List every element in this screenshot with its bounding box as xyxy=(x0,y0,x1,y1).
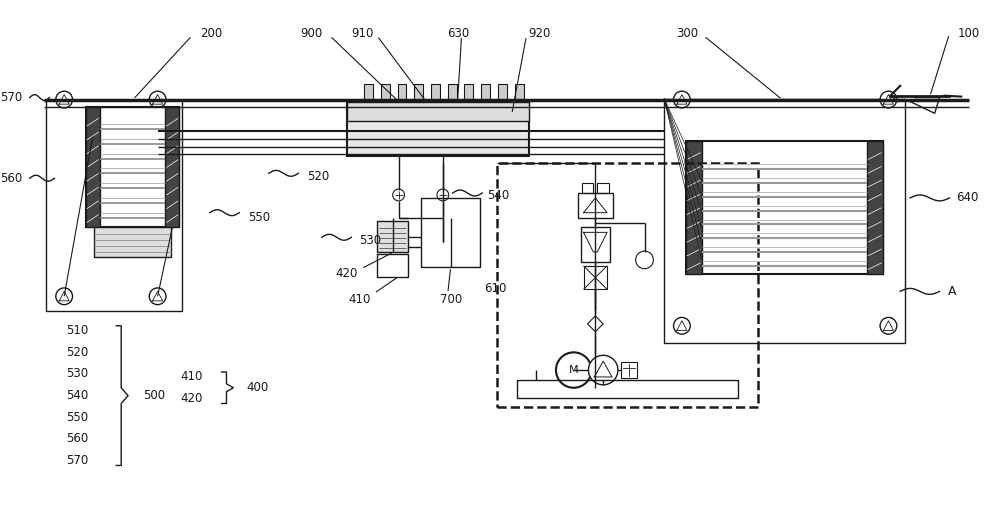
Text: 920: 920 xyxy=(528,27,551,40)
Text: 530: 530 xyxy=(66,368,88,380)
Bar xyxy=(46,99,182,311)
Text: 900: 900 xyxy=(301,27,323,40)
Text: 500: 500 xyxy=(143,389,165,402)
Bar xyxy=(481,84,490,103)
Text: 410: 410 xyxy=(180,371,203,383)
Bar xyxy=(517,380,738,397)
Bar xyxy=(578,193,613,218)
Text: A: A xyxy=(947,285,956,298)
Text: 530: 530 xyxy=(359,234,381,247)
Bar xyxy=(686,141,702,274)
Circle shape xyxy=(880,91,897,108)
Bar xyxy=(347,101,529,156)
Text: 550: 550 xyxy=(248,211,270,224)
Circle shape xyxy=(393,189,404,201)
Text: 100: 100 xyxy=(957,27,980,40)
Text: 510: 510 xyxy=(66,324,88,337)
Bar xyxy=(94,228,171,257)
Bar xyxy=(421,198,480,267)
Bar xyxy=(381,84,390,103)
Bar xyxy=(664,98,905,343)
Circle shape xyxy=(56,288,73,305)
Bar xyxy=(377,254,408,277)
Bar xyxy=(464,84,473,103)
Circle shape xyxy=(149,91,166,108)
Bar xyxy=(431,84,440,103)
Bar xyxy=(584,266,607,289)
Text: 420: 420 xyxy=(335,267,357,280)
Bar xyxy=(364,84,373,103)
Text: 200: 200 xyxy=(200,27,222,40)
Bar xyxy=(686,141,883,274)
Circle shape xyxy=(674,91,690,108)
Bar xyxy=(498,84,507,103)
Circle shape xyxy=(149,288,166,305)
Text: 560: 560 xyxy=(1,172,23,185)
Text: 630: 630 xyxy=(447,27,470,40)
Text: 910: 910 xyxy=(352,27,374,40)
Bar xyxy=(347,101,529,121)
Circle shape xyxy=(437,189,449,201)
Circle shape xyxy=(556,352,591,388)
Circle shape xyxy=(56,91,73,108)
Bar xyxy=(581,228,610,262)
Bar xyxy=(621,362,637,378)
Text: 570: 570 xyxy=(66,454,88,467)
Bar xyxy=(398,84,406,103)
Bar xyxy=(377,221,408,252)
Text: 400: 400 xyxy=(246,381,268,394)
Text: 570: 570 xyxy=(1,91,23,104)
Bar xyxy=(414,84,423,103)
Text: M: M xyxy=(569,365,578,375)
Text: 560: 560 xyxy=(66,432,88,446)
Bar xyxy=(597,183,609,193)
Text: 300: 300 xyxy=(676,27,699,40)
Text: 700: 700 xyxy=(440,293,462,306)
Text: 520: 520 xyxy=(66,346,88,359)
Text: 420: 420 xyxy=(180,392,203,405)
Text: 550: 550 xyxy=(66,411,88,424)
Bar xyxy=(515,84,524,103)
Bar xyxy=(448,84,457,103)
Text: 540: 540 xyxy=(66,389,88,402)
Text: 410: 410 xyxy=(349,293,371,306)
Circle shape xyxy=(636,251,653,269)
Text: 610: 610 xyxy=(484,282,507,295)
Bar xyxy=(867,141,883,274)
Circle shape xyxy=(588,355,618,385)
Text: 520: 520 xyxy=(307,170,329,183)
Bar xyxy=(86,107,100,228)
Text: 640: 640 xyxy=(956,192,979,204)
Bar xyxy=(86,107,179,228)
Text: 540: 540 xyxy=(487,190,509,202)
Circle shape xyxy=(674,317,690,334)
Bar xyxy=(497,163,758,408)
Bar xyxy=(582,183,593,193)
Bar xyxy=(165,107,179,228)
Circle shape xyxy=(880,317,897,334)
